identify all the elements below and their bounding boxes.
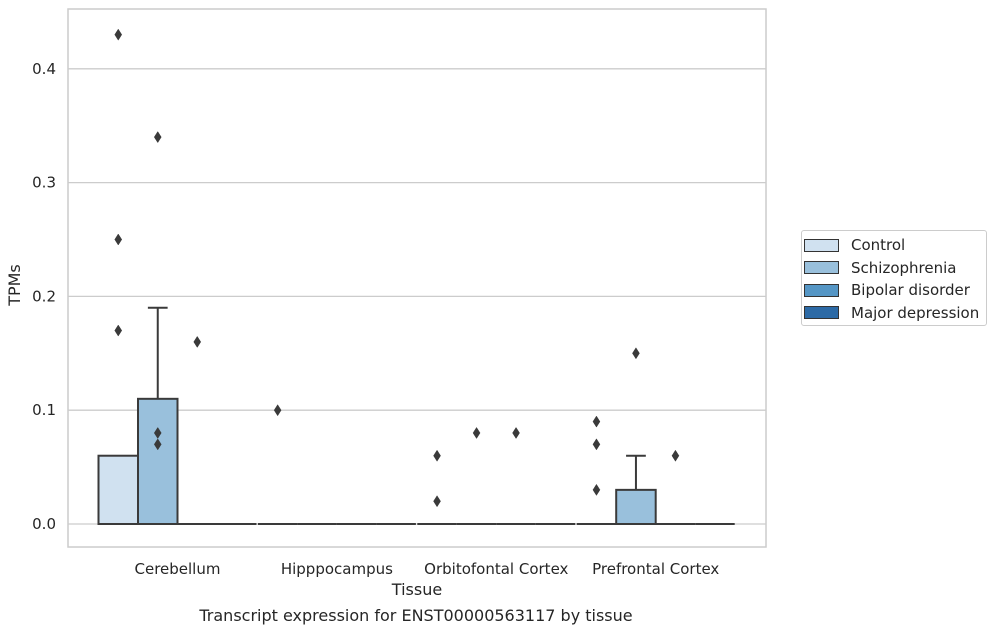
outlier-point (114, 28, 123, 41)
x-axis-ticks: Cerebellum Hipppocampus Orbitofontal Corte… (135, 560, 720, 578)
outlier-point (592, 438, 601, 451)
legend-swatch (804, 306, 839, 319)
outlier-point (114, 324, 123, 337)
legend-label: Bipolar disorder (851, 281, 970, 299)
box-bipolar-disorder (177, 335, 217, 525)
box-schizophrenia (456, 426, 497, 525)
legend-label: Schizophrenia (851, 258, 957, 277)
box-control (417, 449, 457, 525)
outlier-point (433, 449, 441, 462)
legend-item: Major depression (804, 303, 979, 323)
outlier-point (671, 449, 680, 462)
x-tick-label: Orbitofontal Cortex (424, 560, 568, 578)
box-bipolar-disorder (655, 449, 696, 525)
legend-swatch (804, 283, 839, 297)
plot-area-frame (67, 8, 767, 548)
y-tick-label: 0.3 (32, 174, 56, 192)
outlier-point (273, 404, 282, 417)
box-control (257, 404, 298, 525)
outlier-point (153, 438, 162, 451)
y-tick-label: 0.4 (32, 60, 56, 78)
legend: Control Schizophrenia Bipolar disorder Majo… (801, 230, 987, 326)
y-tick-label: 0.1 (32, 401, 56, 419)
chart-caption: Transcript expression for ENST0000056311… (199, 606, 633, 625)
outlier-point (153, 131, 162, 144)
box-control (97, 28, 139, 525)
outlier-point (592, 483, 601, 496)
legend-swatch (804, 238, 839, 252)
x-tick-label: Cerebellum (135, 560, 221, 578)
outlier-point (433, 495, 441, 508)
legend-item: Control (804, 235, 905, 255)
box-bipolar-disorder (496, 426, 536, 525)
y-tick-label: 0.0 (32, 515, 56, 533)
y-axis-ticks: 0.0 0.1 0.2 0.3 0.4 (32, 60, 56, 533)
outlier-point (472, 426, 481, 439)
outlier-point (114, 233, 123, 246)
box-schizophrenia (615, 347, 657, 525)
outlier-point (512, 426, 520, 439)
x-tick-label: Hipppocampus (281, 560, 393, 578)
outlier-point (193, 335, 202, 348)
box-schizophrenia (137, 131, 179, 526)
boxes (97, 28, 735, 526)
box-iqr (615, 488, 657, 525)
outlier-point (592, 415, 601, 428)
y-tick-label: 0.2 (32, 287, 56, 305)
legend-item: Schizophrenia (804, 258, 956, 278)
box-iqr (137, 397, 179, 526)
legend-label: Major depression (851, 303, 980, 322)
x-axis-title: Tissue (391, 580, 442, 599)
box-iqr (97, 454, 139, 525)
y-axis-title: TPMs (5, 264, 24, 307)
legend-item: Bipolar disorder (804, 280, 970, 300)
outlier-point (632, 347, 640, 360)
legend-label: Control (851, 236, 906, 254)
box-control (576, 415, 617, 525)
legend-swatch (804, 261, 839, 274)
x-tick-label: Prefrontal Cortex (592, 560, 719, 578)
